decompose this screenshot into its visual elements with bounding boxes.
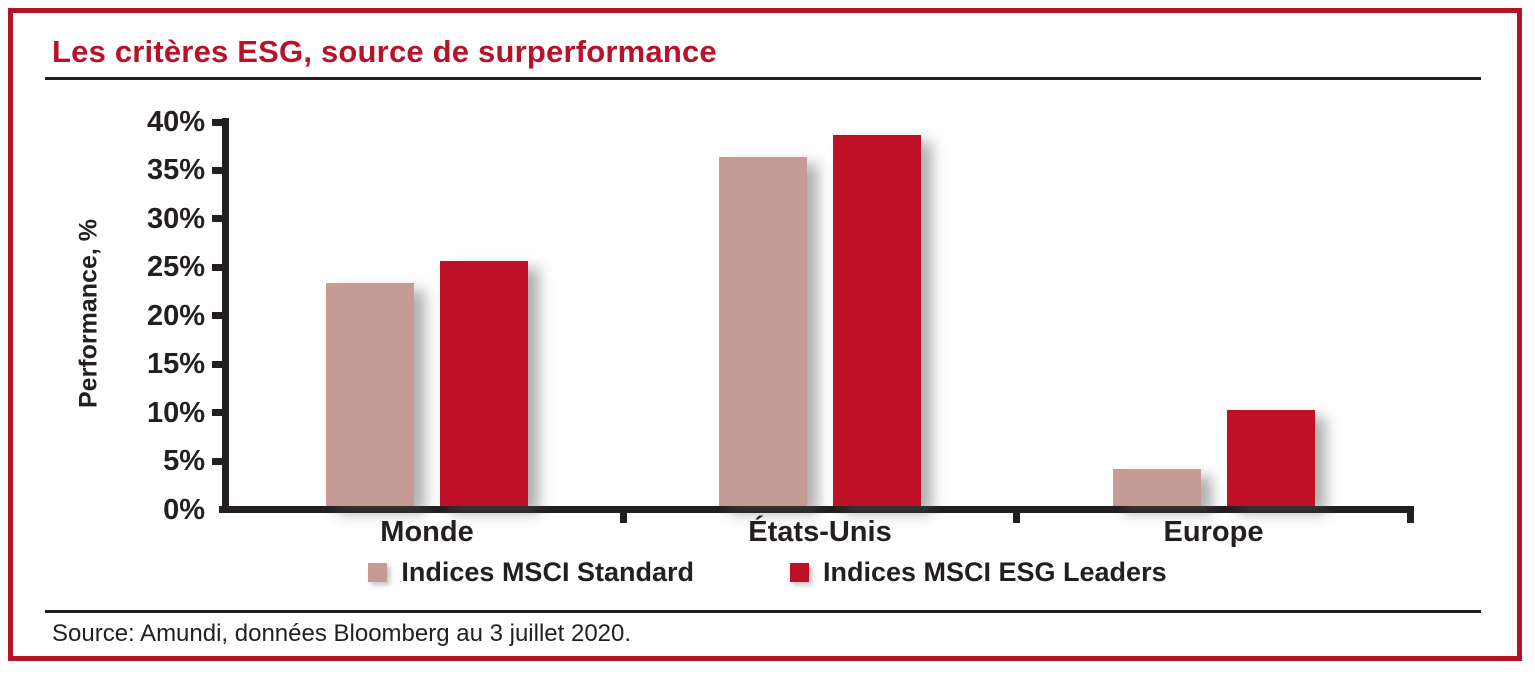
- y-tick-15%: [212, 360, 222, 368]
- y-tick-label-0%: 0%: [163, 493, 205, 526]
- bar-standard-0: [326, 283, 414, 506]
- y-tick-label-35%: 35%: [146, 154, 205, 187]
- chart-title: Les critères ESG, source de surperforman…: [52, 34, 717, 69]
- source-divider: [45, 610, 1481, 613]
- y-tick-label-30%: 30%: [146, 202, 205, 235]
- bar-esg-leaders-0: [440, 260, 528, 506]
- x-axis-boundary-tick-0: [620, 506, 627, 523]
- y-tick-5%: [212, 457, 222, 465]
- y-tick-20%: [212, 312, 222, 320]
- y-tick-35%: [212, 166, 222, 174]
- y-tick-label-25%: 25%: [146, 251, 205, 284]
- y-tick-10%: [212, 409, 222, 417]
- y-tick-label-5%: 5%: [163, 445, 205, 478]
- bar-esg-leaders-1: [833, 134, 921, 506]
- legend-label: Indices MSCI Standard: [401, 557, 694, 587]
- y-tick-25%: [212, 263, 222, 271]
- legend-swatch-icon: [789, 563, 809, 582]
- legend-swatch-icon: [368, 563, 388, 582]
- y-tick-30%: [212, 215, 222, 223]
- x-axis-boundary-tick-1: [1013, 506, 1020, 523]
- y-tick-40%: [212, 118, 222, 126]
- y-tick-label-15%: 15%: [146, 348, 205, 381]
- chart-legend: Indices MSCI Standard Indices MSCI ESG Le…: [0, 557, 1535, 588]
- y-axis-line: [222, 118, 229, 513]
- category-label-0: Monde: [380, 516, 474, 548]
- bar-standard-2: [1112, 469, 1201, 506]
- title-divider: [45, 77, 1481, 80]
- x-axis-line: [219, 506, 1412, 513]
- bar-standard-1: [719, 157, 807, 506]
- x-axis-boundary-tick-2: [1406, 506, 1414, 523]
- bar-esg-leaders-2: [1226, 410, 1315, 506]
- y-tick-label-40%: 40%: [146, 106, 205, 138]
- legend-item-esg-leaders: Indices MSCI ESG Leaders: [789, 557, 1167, 588]
- source-text: Source: Amundi, données Bloomberg au 3 j…: [52, 620, 632, 647]
- category-label-2: Europe: [1163, 516, 1264, 548]
- legend-item-standard: Indices MSCI Standard: [368, 557, 694, 588]
- legend-label: Indices MSCI ESG Leaders: [822, 557, 1167, 587]
- y-tick-label-20%: 20%: [146, 299, 205, 332]
- category-label-1: États-Unis: [748, 516, 892, 548]
- y-tick-label-10%: 10%: [146, 396, 205, 429]
